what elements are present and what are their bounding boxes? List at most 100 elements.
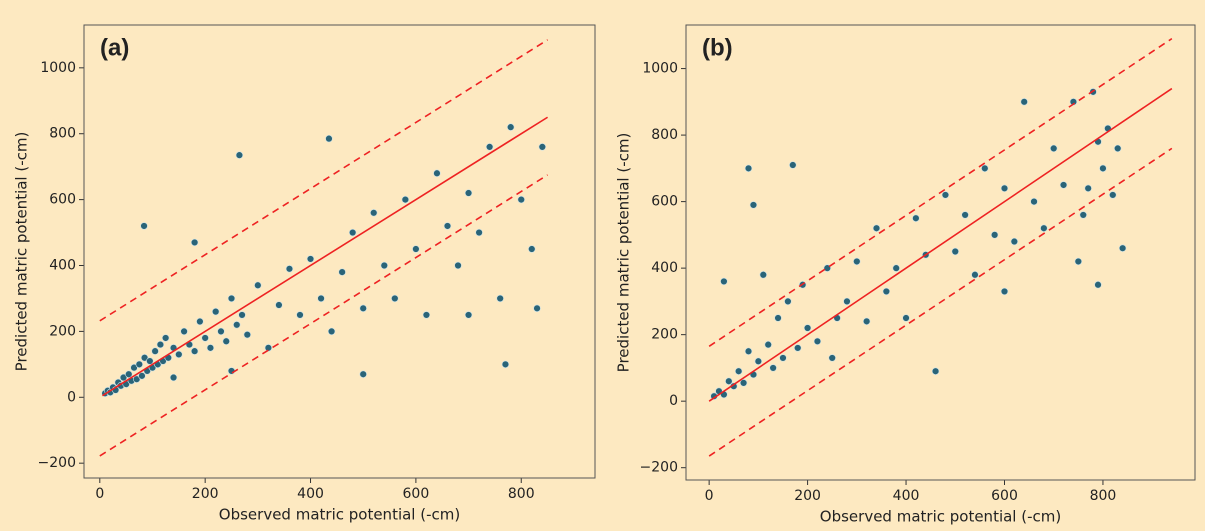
point bbox=[507, 123, 515, 131]
point bbox=[882, 287, 891, 296]
y-tick-label: 1000 bbox=[40, 60, 76, 76]
y-tick-label: 400 bbox=[49, 258, 76, 274]
point bbox=[1000, 287, 1009, 296]
point bbox=[1030, 197, 1038, 206]
point bbox=[1094, 281, 1102, 289]
point bbox=[306, 255, 315, 263]
identity-line bbox=[102, 116, 549, 397]
point bbox=[533, 304, 541, 313]
point bbox=[1010, 237, 1019, 246]
point bbox=[496, 294, 504, 303]
point bbox=[784, 297, 792, 306]
point bbox=[754, 357, 763, 365]
point bbox=[941, 191, 950, 199]
point bbox=[1114, 144, 1122, 153]
x-axis-label: Observed matric potential (-cm) bbox=[219, 506, 460, 524]
point bbox=[720, 277, 728, 286]
point bbox=[1118, 244, 1127, 252]
y-tick-label: 600 bbox=[651, 194, 678, 210]
y-tick-label: 0 bbox=[67, 389, 76, 405]
point bbox=[813, 337, 822, 346]
y-tick-label: 800 bbox=[49, 126, 76, 142]
point bbox=[853, 257, 861, 266]
point bbox=[828, 354, 836, 362]
point bbox=[981, 164, 989, 173]
point bbox=[212, 307, 220, 316]
point bbox=[175, 350, 183, 359]
bound-line bbox=[708, 37, 1173, 347]
point bbox=[264, 344, 273, 352]
point bbox=[227, 294, 236, 303]
x-tick-label: 800 bbox=[1090, 488, 1117, 504]
point bbox=[140, 222, 148, 230]
point bbox=[401, 195, 410, 204]
point bbox=[146, 357, 154, 365]
point bbox=[217, 327, 225, 336]
point bbox=[206, 344, 215, 352]
x-tick-label: 0 bbox=[95, 486, 104, 502]
point bbox=[119, 373, 128, 382]
x-tick-label: 200 bbox=[192, 486, 219, 502]
point bbox=[1020, 98, 1028, 106]
point bbox=[132, 375, 141, 383]
point bbox=[138, 372, 146, 380]
point bbox=[961, 211, 969, 219]
point bbox=[528, 245, 536, 253]
point bbox=[151, 347, 159, 355]
point bbox=[843, 297, 851, 306]
point bbox=[774, 314, 782, 322]
point bbox=[485, 143, 494, 151]
point bbox=[744, 347, 753, 355]
point bbox=[190, 347, 199, 355]
point bbox=[749, 201, 758, 209]
point bbox=[238, 311, 246, 319]
point bbox=[902, 314, 910, 322]
point bbox=[803, 324, 812, 332]
point bbox=[359, 304, 367, 313]
x-tick-label: 200 bbox=[794, 488, 821, 504]
point bbox=[196, 317, 204, 326]
x-tick-label: 400 bbox=[297, 486, 324, 502]
panel-label: (b) bbox=[702, 34, 733, 61]
y-tick-label: 800 bbox=[651, 127, 678, 143]
y-tick-label: 0 bbox=[669, 393, 678, 409]
bound-line bbox=[708, 147, 1173, 457]
point bbox=[1069, 98, 1078, 106]
point bbox=[1000, 184, 1009, 193]
point bbox=[125, 370, 133, 378]
point bbox=[1109, 191, 1117, 199]
point bbox=[739, 379, 748, 387]
point bbox=[725, 377, 733, 385]
x-tick-label: 600 bbox=[991, 488, 1018, 504]
point bbox=[744, 164, 753, 173]
point bbox=[380, 261, 388, 270]
point bbox=[1079, 211, 1087, 219]
point bbox=[734, 367, 743, 375]
point bbox=[769, 364, 777, 372]
point bbox=[759, 271, 767, 279]
point bbox=[359, 370, 367, 378]
point bbox=[180, 327, 188, 336]
x-tick-label: 400 bbox=[893, 488, 920, 504]
point bbox=[222, 337, 230, 345]
point bbox=[501, 360, 510, 369]
point bbox=[1059, 181, 1068, 189]
point bbox=[454, 261, 462, 270]
x-axis-label: Observed matric potential (-cm) bbox=[820, 508, 1061, 526]
point bbox=[862, 317, 871, 326]
point bbox=[789, 161, 797, 169]
point bbox=[285, 265, 294, 273]
bound-line bbox=[99, 174, 549, 457]
y-axis-label: Predicted matric potential (-cm) bbox=[13, 132, 31, 372]
point bbox=[1099, 164, 1107, 173]
point bbox=[779, 354, 787, 362]
point bbox=[201, 334, 209, 342]
y-tick-label: 200 bbox=[651, 327, 678, 343]
bound-line bbox=[99, 39, 549, 322]
point bbox=[327, 327, 336, 336]
plot-frame bbox=[685, 24, 1196, 481]
point bbox=[130, 363, 138, 372]
point bbox=[517, 195, 525, 204]
y-axis-label: Predicted matric potential (-cm) bbox=[615, 133, 633, 373]
